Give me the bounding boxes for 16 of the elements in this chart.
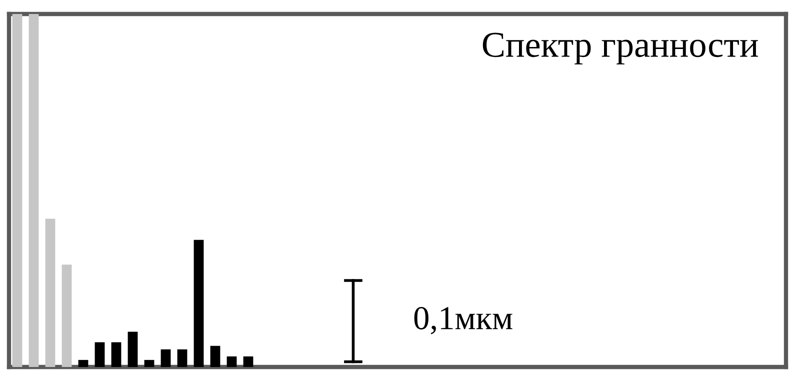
bar — [210, 346, 220, 367]
bar — [160, 349, 171, 367]
bar — [94, 342, 105, 367]
text: 0,1мкм — [414, 306, 512, 334]
bar — [128, 332, 138, 367]
bar — [111, 342, 122, 367]
bar — [194, 240, 204, 367]
bar — [78, 360, 88, 367]
bar — [243, 356, 254, 367]
bar — [144, 360, 154, 367]
bar — [45, 218, 56, 367]
bar — [177, 349, 188, 367]
text: Спектр гранности — [482, 32, 758, 64]
bar — [62, 264, 72, 367]
bar — [28, 14, 39, 367]
bar — [226, 356, 237, 367]
